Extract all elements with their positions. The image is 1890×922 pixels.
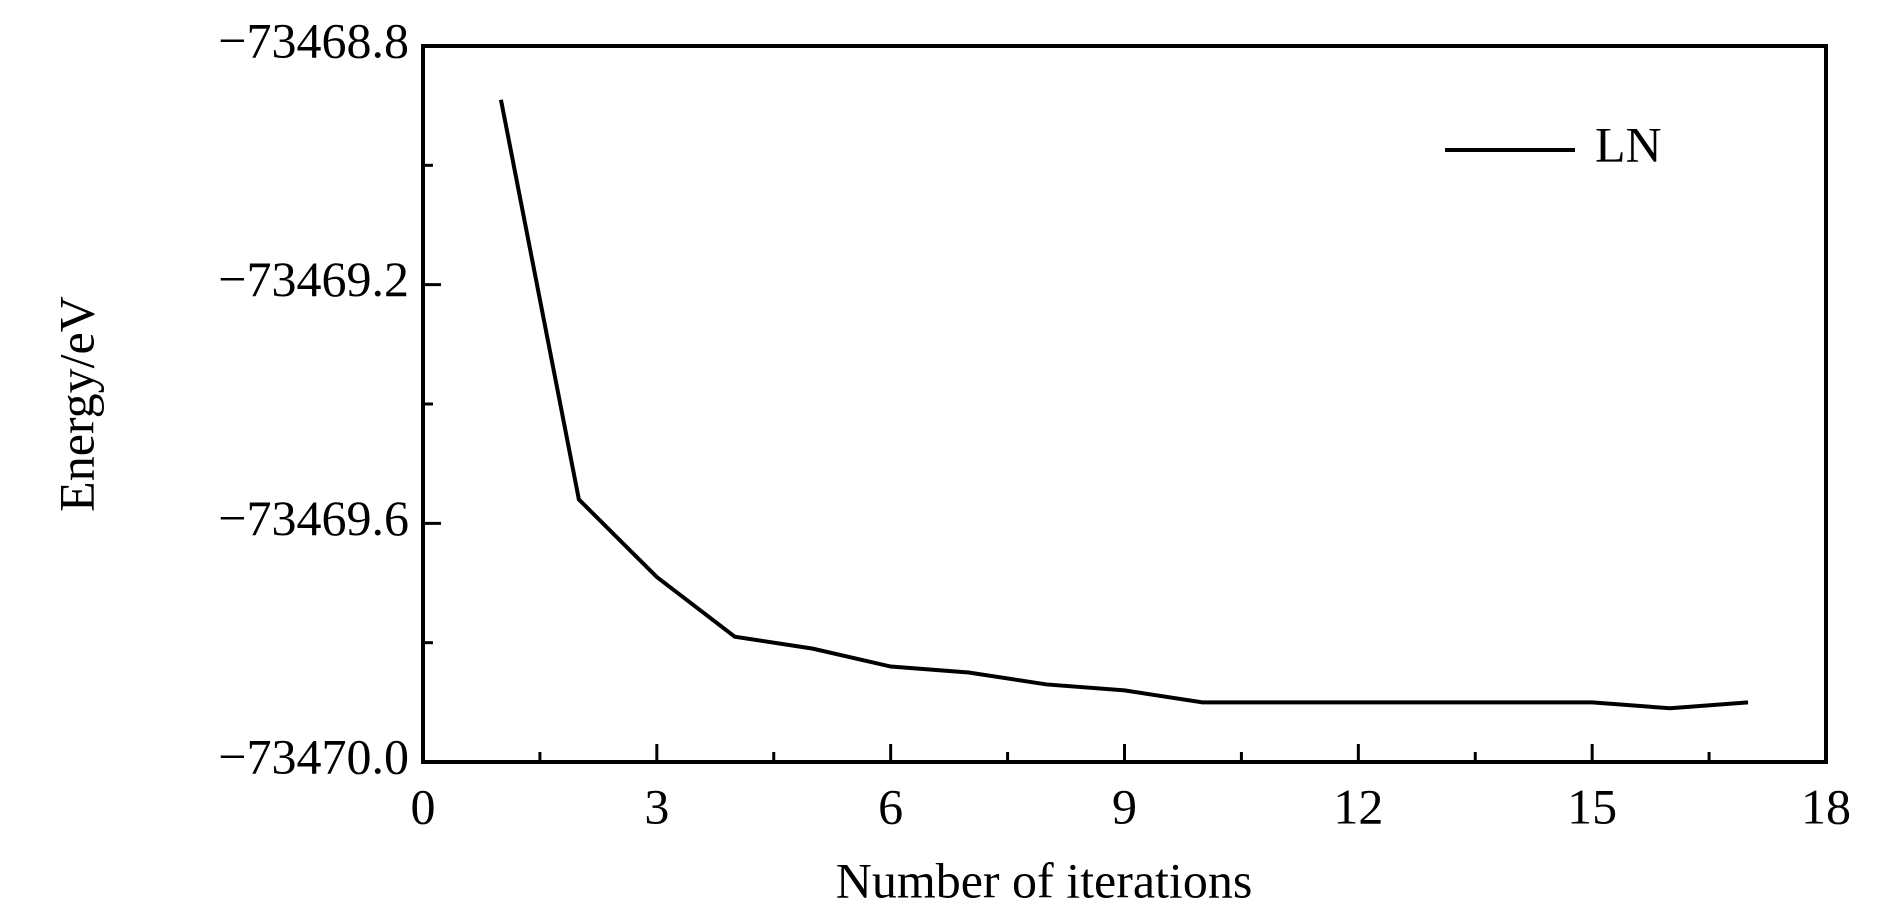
x-tick-label: 15 [1567,778,1617,834]
y-axis-label: Energy/eV [48,296,104,512]
data-line [498,99,1749,711]
x-axis-label: Number of iterations [836,852,1253,908]
y-tick-label: −73469.6 [218,490,409,546]
legend-label: LN [1595,116,1662,172]
x-tick-label: 6 [878,778,903,834]
x-tick-label: 0 [411,778,436,834]
x-tick-label: 3 [644,778,669,834]
x-tick-label: 18 [1801,778,1851,834]
x-tick-label: 9 [1112,778,1137,834]
x-tick-label: 12 [1333,778,1383,834]
y-tick-label: −73470.0 [218,728,409,784]
y-tick-label: −73468.8 [218,12,409,68]
y-tick-label: −73469.2 [218,251,409,307]
